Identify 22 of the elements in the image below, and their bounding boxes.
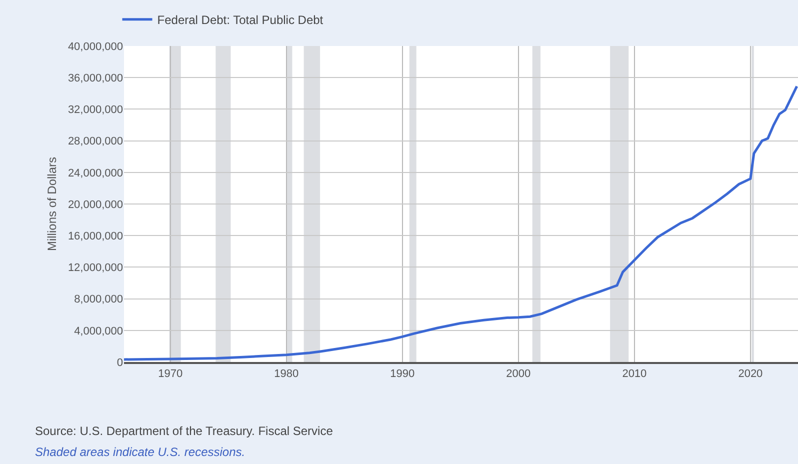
y-tick-label: 36,000,000 — [68, 72, 123, 84]
x-tick-label: 2000 — [506, 368, 531, 380]
y-tick-label: 28,000,000 — [68, 136, 123, 148]
y-tick-label: 12,000,000 — [68, 262, 123, 274]
y-tick-label: 40,000,000 — [68, 40, 123, 53]
x-tick-label: 1970 — [158, 368, 183, 380]
y-tick-label: 0 — [116, 356, 123, 369]
y-axis-title: Millions of Dollars — [45, 156, 60, 252]
x-tick-label: 1990 — [390, 368, 415, 380]
y-tick-label: 24,000,000 — [68, 167, 123, 180]
y-tick-label: 20,000,000 — [68, 198, 123, 211]
source-note: Source: U.S. Department of the Treasury. Fiscal Service — [35, 424, 334, 438]
y-tick-label: 16,000,000 — [68, 230, 123, 242]
y-tick-label: 8,000,000 — [74, 294, 123, 306]
text: Shaded areas indicate U.S. recessions. — [35, 445, 246, 459]
x-tick-label: 2020 — [738, 368, 763, 380]
y-tick-label: 4,000,000 — [74, 325, 123, 338]
y-tick-label: 32,000,000 — [68, 104, 123, 116]
legend-label: Federal Debt: Total Public Debt — [157, 13, 324, 28]
line-series — [124, 85, 798, 361]
x-tick-label: 2010 — [622, 368, 647, 380]
x-tick-label: 1980 — [274, 368, 299, 380]
